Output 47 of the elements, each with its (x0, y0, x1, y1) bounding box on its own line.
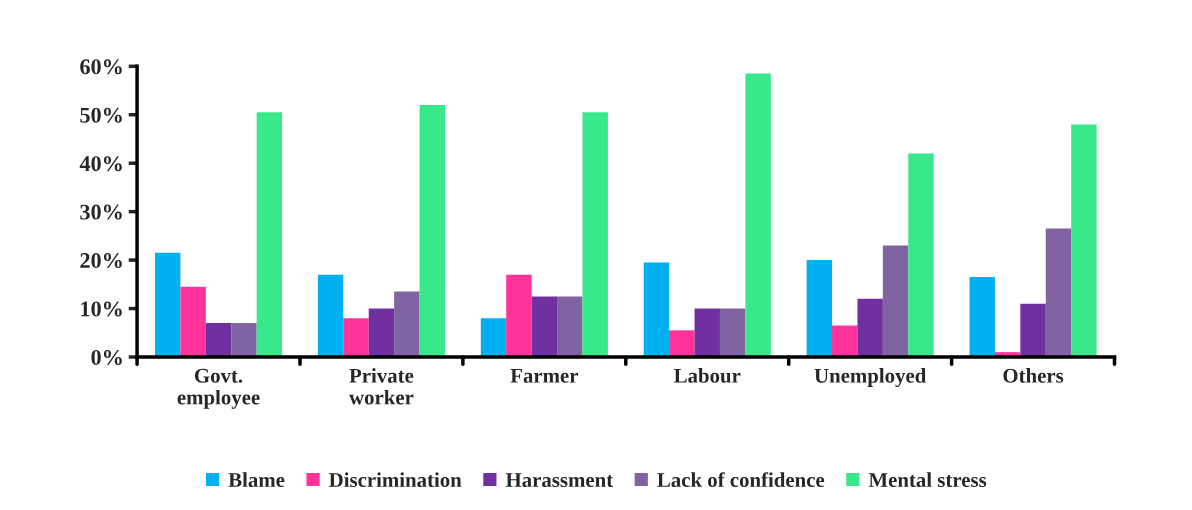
x-tick-label: Unemployed (814, 368, 927, 388)
bar (419, 105, 445, 357)
bar (205, 323, 232, 357)
y-tick-label: 10% (81, 301, 122, 317)
y-tick-label: 50% (80, 107, 122, 123)
bar (317, 274, 344, 357)
bar (582, 112, 608, 357)
legend-label: Discrimination (329, 472, 462, 488)
bar (155, 252, 181, 357)
y-tick-label: 20% (80, 253, 122, 269)
y-tick-label: 0% (91, 349, 122, 365)
bar (806, 260, 833, 357)
bar (745, 73, 771, 357)
bar (643, 262, 670, 357)
bar (832, 325, 858, 357)
bar (669, 330, 695, 357)
bar (180, 286, 206, 357)
bar (506, 274, 532, 357)
legend-label: Lack of confidence (657, 472, 825, 488)
legend-label: Harassment (505, 473, 614, 488)
x-tick-label: Private worker (349, 368, 414, 405)
bar (557, 296, 583, 357)
x-tick-label: Govt. employee (177, 368, 260, 409)
bar (857, 298, 883, 357)
bar (908, 153, 934, 357)
bar (882, 245, 909, 357)
bar (531, 296, 558, 357)
legend-label: Blame (228, 472, 285, 488)
y-tick-label: 30% (80, 204, 122, 220)
bar (256, 112, 283, 357)
bar (1045, 228, 1072, 357)
y-tick-label: 40% (79, 156, 122, 172)
x-tick-label: Farmer (510, 368, 579, 383)
x-tick-label: Labour (674, 368, 741, 383)
bar (694, 308, 720, 357)
bar (719, 308, 746, 357)
bar (231, 323, 257, 357)
bar (1020, 303, 1046, 357)
bar (368, 308, 395, 357)
bar (480, 318, 507, 357)
bar (969, 277, 995, 357)
bar (343, 318, 369, 357)
bar (1071, 124, 1097, 357)
x-tick-label: Others (1003, 368, 1064, 383)
bar (394, 291, 420, 357)
legend-label: Mental stress (868, 472, 987, 488)
y-tick-label: 60% (80, 59, 122, 75)
